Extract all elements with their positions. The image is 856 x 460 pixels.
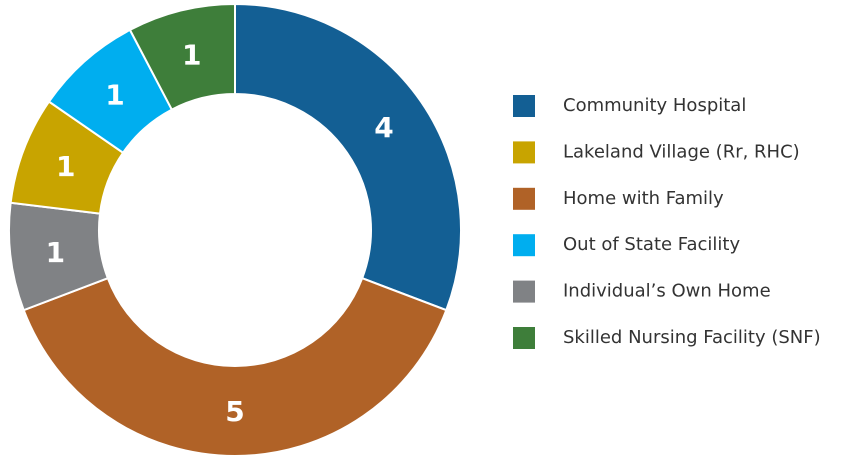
- legend-label: Out of State Facility: [563, 234, 740, 255]
- legend-swatch: [513, 141, 535, 164]
- legend-label: Home with Family: [563, 188, 724, 209]
- slice: [22, 276, 448, 458]
- legend-label: Individual’s Own Home: [563, 281, 771, 302]
- slice: [128, 2, 236, 111]
- data-label: 1: [56, 150, 75, 183]
- legend-label: Skilled Nursing Facility (SNF): [563, 327, 821, 348]
- legend-swatch: [513, 327, 535, 349]
- data-label: 4: [374, 111, 393, 144]
- legend-label: Lakeland Village (Rr, RHC): [563, 141, 800, 162]
- legend-swatch: [513, 234, 535, 257]
- slice: [234, 2, 462, 312]
- legend-label: Community Hospital: [563, 95, 746, 116]
- legend-swatch: [513, 280, 535, 303]
- data-label: 5: [225, 395, 244, 428]
- data-label: 1: [46, 236, 65, 269]
- data-label: 1: [182, 38, 201, 71]
- legend-swatch: [513, 95, 535, 117]
- data-label: 1: [105, 79, 124, 112]
- legend-swatch: [513, 187, 535, 210]
